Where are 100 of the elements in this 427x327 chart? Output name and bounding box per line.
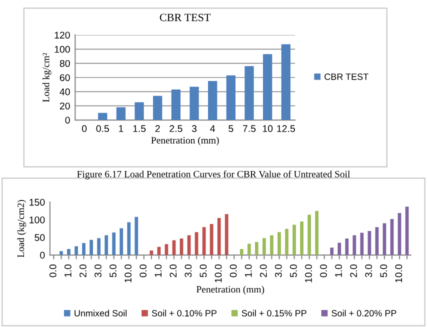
x-tick-label: 10.0 xyxy=(124,264,132,282)
bar xyxy=(278,232,281,256)
bar xyxy=(134,216,138,256)
bar xyxy=(153,96,162,120)
bar xyxy=(150,250,154,256)
legend-label: Soil + 0.15% PP xyxy=(242,310,306,316)
x-tick-label: 7.5 xyxy=(242,125,256,132)
x-axis-title: Penetration (mm) xyxy=(196,286,264,295)
caption: Figure 6.17 Load Penetration Curves for CBR Value of Untreated Soil xyxy=(77,170,350,180)
bar xyxy=(208,81,218,120)
legend-label: Unmixed Soil xyxy=(74,310,127,316)
x-tick-label: 1.0 xyxy=(154,264,162,277)
x-tick-label: 1.0 xyxy=(335,264,342,277)
x-tick-label: 2 xyxy=(155,125,160,132)
x-tick-label: 0.0 xyxy=(140,264,147,278)
x-tick-label: 5.0 xyxy=(290,264,297,278)
y-tick-label: 0 xyxy=(40,252,45,259)
x-axis-title: Penetration (mm) xyxy=(151,136,219,146)
bar xyxy=(285,228,288,256)
x-tick-label: 4 xyxy=(210,125,216,132)
bar xyxy=(308,214,311,256)
x-tick-label: 1.5 xyxy=(133,125,146,132)
legend-label: CBR TEST xyxy=(324,74,368,80)
x-tick-label: 1.0 xyxy=(244,264,252,277)
bar xyxy=(262,54,272,120)
chart-title: CBR TEST xyxy=(160,14,211,22)
y-tick-label: 20 xyxy=(60,102,70,110)
x-tick-label: 3.0 xyxy=(184,264,192,278)
x-tick-label: 2.0 xyxy=(80,264,86,278)
bar xyxy=(368,231,372,256)
bar xyxy=(134,102,144,120)
y-tick-label: 0 xyxy=(65,116,70,124)
x-tick-label: 1 xyxy=(119,125,124,132)
bar xyxy=(171,90,181,120)
bar xyxy=(244,66,254,120)
bar xyxy=(60,251,63,256)
bar xyxy=(345,238,349,256)
bar xyxy=(217,218,221,256)
x-tick-label: 0.0 xyxy=(49,264,56,278)
x-tick-label: 10.0 xyxy=(395,264,402,282)
x-tick-label: 3.0 xyxy=(94,264,102,278)
bar xyxy=(338,242,342,256)
bar xyxy=(90,240,93,256)
x-tick-label: 10.0 xyxy=(305,264,312,282)
legend-label: Soil + 0.10% PP xyxy=(152,310,217,316)
bar xyxy=(97,238,101,256)
x-tick-label: 5.0 xyxy=(110,264,116,278)
bar xyxy=(330,248,334,256)
bar xyxy=(74,246,78,256)
bar xyxy=(254,242,258,256)
x-tick-label: 5 xyxy=(228,125,234,132)
x-tick-label: 2.0 xyxy=(170,264,177,278)
x-tick-label: 3.0 xyxy=(365,264,372,278)
y-tick-label: 60 xyxy=(60,74,70,82)
bar xyxy=(247,244,251,256)
y-tick-label: 120 xyxy=(54,32,70,39)
x-tick-label: 1.0 xyxy=(64,264,72,277)
bar xyxy=(190,86,199,120)
legend-label: Soil + 0.20% PP xyxy=(332,310,396,316)
x-tick-label: 3.0 xyxy=(274,264,282,278)
bar xyxy=(116,107,126,120)
x-tick-label: 0.0 xyxy=(320,264,327,278)
y-tick-label: 40 xyxy=(60,88,70,96)
x-tick-label: 12.5 xyxy=(277,125,295,132)
x-tick-label: 10.0 xyxy=(214,264,222,282)
bar xyxy=(120,228,124,256)
bar xyxy=(98,112,108,120)
bar xyxy=(226,75,236,120)
bar xyxy=(67,249,70,256)
bar xyxy=(82,243,86,256)
bar xyxy=(292,224,296,256)
x-tick-label: 2.0 xyxy=(350,264,358,278)
bar xyxy=(300,222,304,256)
bar xyxy=(104,235,108,256)
y-tick-label: 80 xyxy=(60,60,70,67)
bar xyxy=(224,214,228,256)
y-tick-label: 100 xyxy=(54,46,70,53)
x-tick-label: 10 xyxy=(262,125,273,132)
x-tick-label: 2.0 xyxy=(260,264,267,278)
bar xyxy=(172,240,176,256)
x-tick-label: 5.0 xyxy=(200,264,207,278)
x-tick-label: 3 xyxy=(192,125,197,132)
x-tick-label: 0.5 xyxy=(96,125,109,132)
bar xyxy=(352,235,356,256)
x-tick-label: 0 xyxy=(82,125,87,132)
y-tick-label: 150 xyxy=(30,198,45,206)
x-tick-label: 0.0 xyxy=(230,264,237,278)
bar xyxy=(112,232,116,256)
bar xyxy=(281,44,290,120)
bar xyxy=(315,210,319,256)
bar xyxy=(270,235,274,256)
bar xyxy=(360,232,364,256)
bar xyxy=(262,238,266,256)
x-tick-label: 2.5 xyxy=(170,125,182,132)
y-tick-label: 100 xyxy=(30,216,45,224)
bar xyxy=(127,222,131,256)
bar xyxy=(210,224,214,256)
y-axis-title: Load kg/cm² xyxy=(42,52,52,102)
y-tick-label: 50 xyxy=(34,234,45,242)
bar xyxy=(240,249,244,256)
